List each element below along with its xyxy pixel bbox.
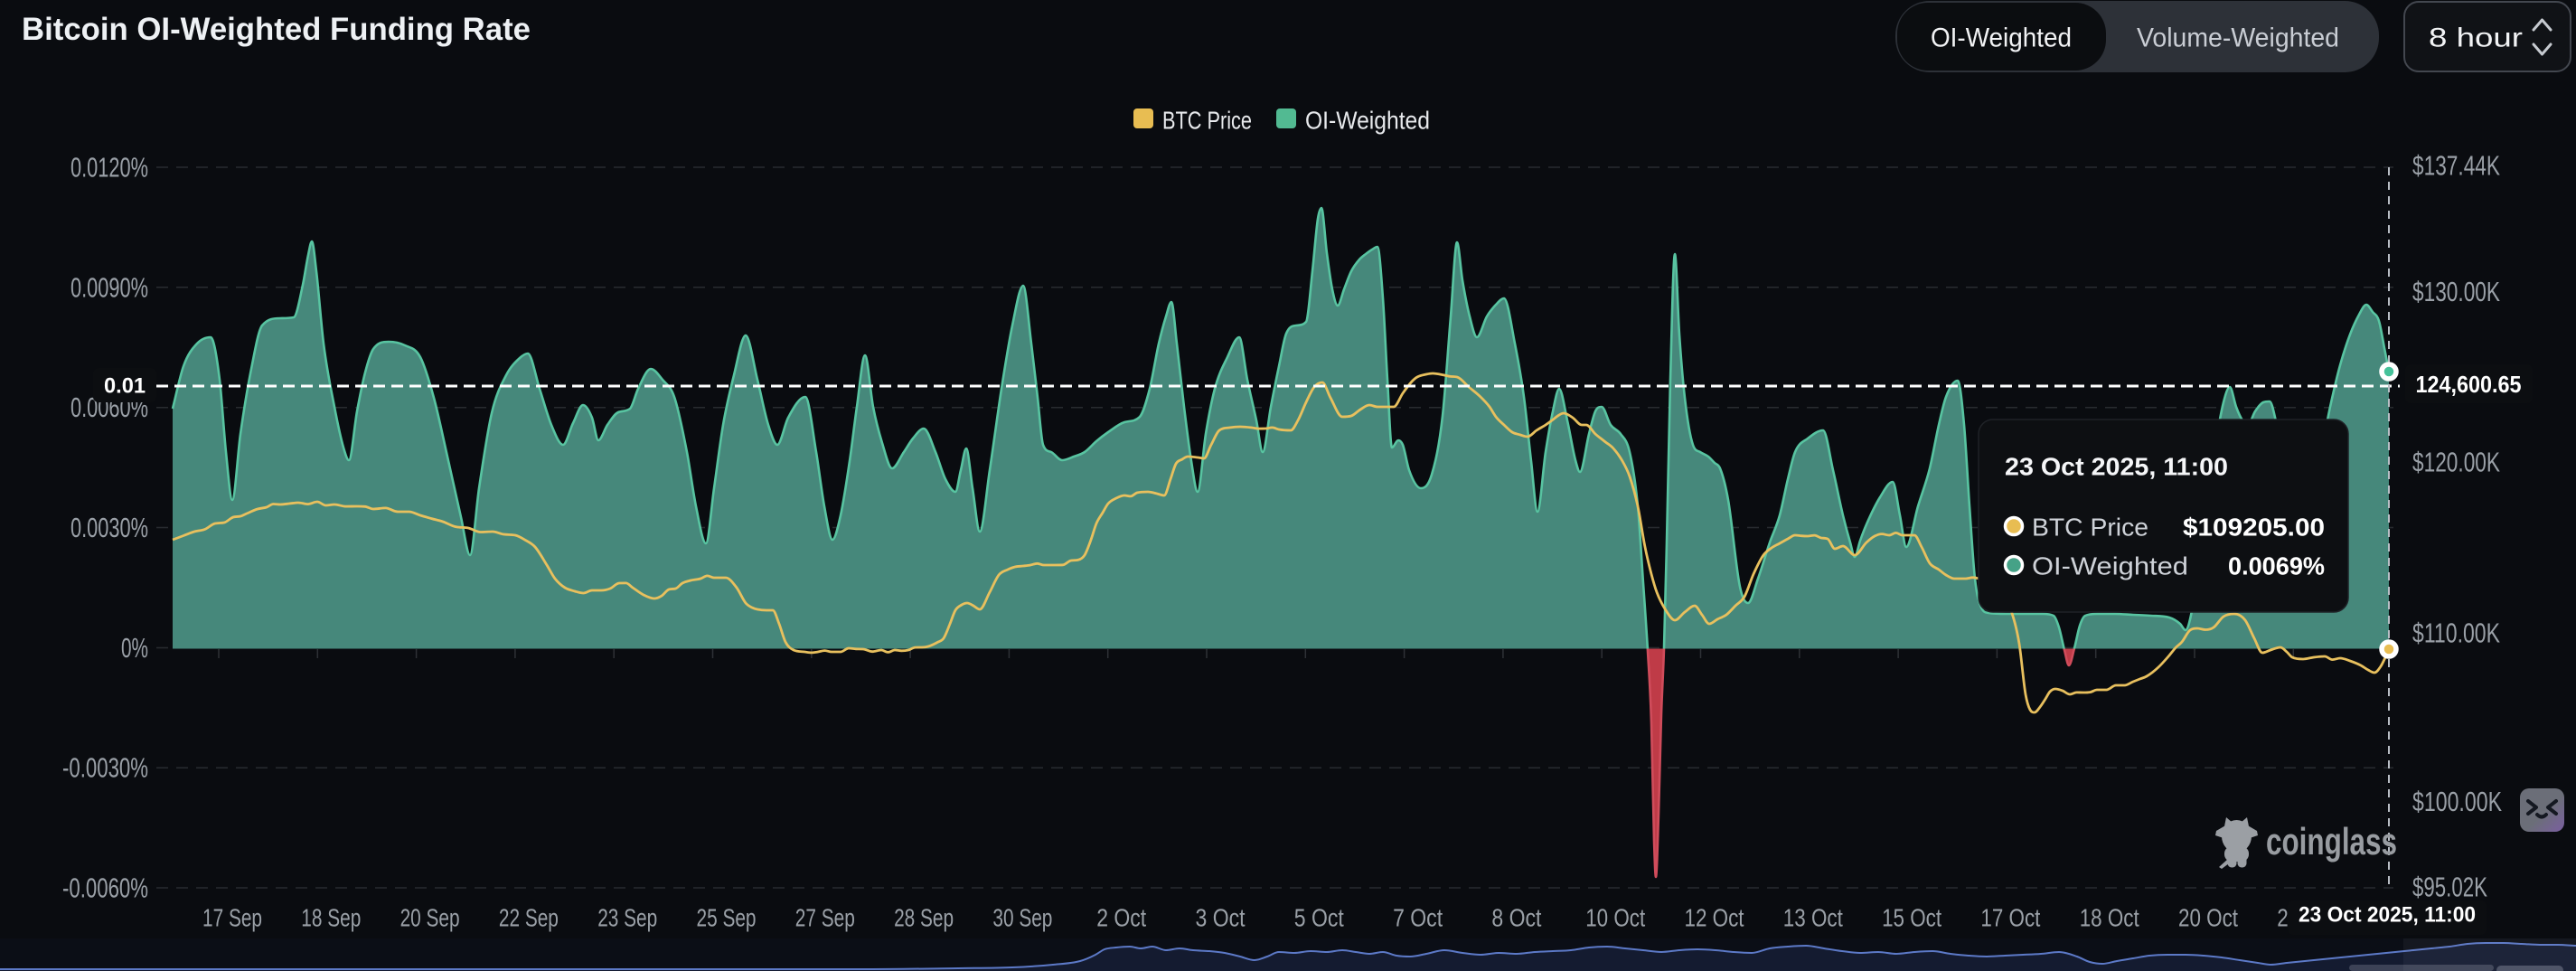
svg-text:0.0030%: 0.0030% — [71, 512, 148, 543]
svg-text:20 Sep: 20 Sep — [400, 904, 460, 932]
svg-text:$137.44K: $137.44K — [2412, 150, 2500, 182]
svg-text:0.0120%: 0.0120% — [71, 152, 148, 184]
svg-text:15 Oct: 15 Oct — [1882, 904, 1941, 932]
svg-text:0.0090%: 0.0090% — [71, 271, 148, 303]
svg-text:27 Sep: 27 Sep — [795, 904, 855, 932]
svg-text:23 Oct 2025, 11:00: 23 Oct 2025, 11:00 — [2299, 903, 2476, 928]
svg-text:17 Oct: 17 Oct — [1980, 904, 2040, 932]
svg-text:13 Oct: 13 Oct — [1783, 904, 1843, 932]
svg-text:$100.00K: $100.00K — [2412, 786, 2502, 817]
svg-text:-0.0060%: -0.0060% — [62, 872, 148, 904]
svg-text:18 Oct: 18 Oct — [2080, 904, 2139, 932]
svg-text:18 Sep: 18 Sep — [301, 904, 361, 932]
svg-text:23 Oct 2025, 11:00: 23 Oct 2025, 11:00 — [2005, 453, 2228, 481]
svg-text:BTC Price: BTC Price — [2032, 514, 2148, 542]
svg-text:10 Oct: 10 Oct — [1585, 904, 1645, 932]
svg-text:8 Oct: 8 Oct — [1491, 904, 1541, 932]
svg-text:8 hour: 8 hour — [2429, 24, 2523, 53]
svg-text:20 Oct: 20 Oct — [2178, 904, 2238, 932]
svg-text:30 Sep: 30 Sep — [992, 904, 1052, 932]
svg-text:28 Sep: 28 Sep — [894, 904, 954, 932]
svg-text:$130.00K: $130.00K — [2412, 276, 2500, 307]
svg-text:$95.02K: $95.02K — [2412, 872, 2487, 903]
svg-text:22 Sep: 22 Sep — [499, 904, 559, 932]
svg-text:0.01: 0.01 — [104, 374, 146, 399]
svg-text:$110.00K: $110.00K — [2412, 617, 2500, 649]
svg-text:OI-Weighted: OI-Weighted — [1305, 107, 1430, 135]
svg-text:12 Oct: 12 Oct — [1685, 904, 1744, 932]
svg-text:0.0069%: 0.0069% — [2228, 552, 2325, 580]
svg-text:25 Sep: 25 Sep — [697, 904, 757, 932]
svg-text:23 Sep: 23 Sep — [597, 904, 657, 932]
svg-text:7 Oct: 7 Oct — [1393, 904, 1443, 932]
svg-text:-0.0030%: -0.0030% — [62, 752, 148, 784]
svg-text:BTC Price: BTC Price — [1162, 107, 1252, 135]
svg-text:Volume-Weighted: Volume-Weighted — [2137, 24, 2339, 53]
svg-text:2 Oct: 2 Oct — [1096, 904, 1146, 932]
svg-text:3 Oct: 3 Oct — [1196, 904, 1246, 932]
svg-text:124,600.65: 124,600.65 — [2416, 371, 2522, 398]
svg-text:Bitcoin OI-Weighted Funding Ra: Bitcoin OI-Weighted Funding Rate — [22, 12, 531, 47]
svg-text:OI-Weighted: OI-Weighted — [1931, 24, 2072, 53]
svg-text:$120.00K: $120.00K — [2412, 447, 2500, 478]
svg-text:OI-Weighted: OI-Weighted — [2032, 552, 2188, 580]
svg-text:$109205.00: $109205.00 — [2183, 514, 2325, 542]
svg-text:17 Sep: 17 Sep — [202, 904, 262, 932]
svg-text:0%: 0% — [121, 632, 148, 664]
svg-text:5 Oct: 5 Oct — [1294, 904, 1344, 932]
svg-text:coinglass: coinglass — [2266, 820, 2397, 863]
